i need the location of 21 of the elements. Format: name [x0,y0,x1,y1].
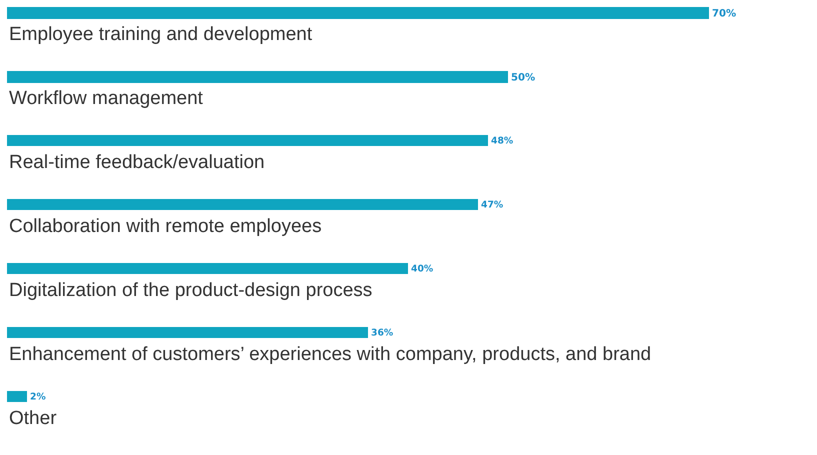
y-tick-label: Workflow management [9,88,204,109]
data-label: 48% [491,136,514,147]
y-tick-label: Collaboration with remote employees [9,216,322,237]
bar [7,71,508,83]
y-tick-label: Employee training and development [9,24,313,45]
data-label: 40% [411,264,434,275]
data-label: 2% [30,392,46,403]
y-tick-label: Other [9,408,58,429]
bar [7,327,368,338]
y-tick-label: Enhancement of customers’ experiences with company, products, and brand [9,344,652,365]
bar [7,391,27,402]
bar [7,135,488,146]
bar [7,199,478,210]
y-tick-label: Real-time feedback/evaluation [9,152,265,173]
bar [7,263,408,274]
y-tick-label: Digitalization of the product-design process [9,280,372,301]
data-label: 70% [712,8,736,20]
data-label: 50% [511,72,536,84]
data-label: 36% [371,328,394,339]
data-label: 47% [481,200,504,211]
bar [7,7,709,19]
